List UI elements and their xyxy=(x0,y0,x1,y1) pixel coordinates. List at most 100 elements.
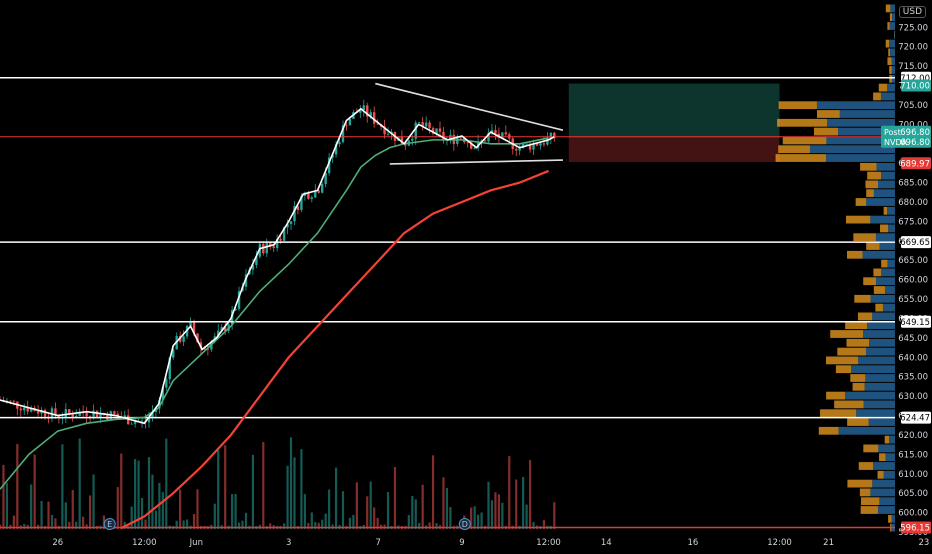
candle-body xyxy=(428,123,430,129)
volume-bar xyxy=(117,487,119,529)
profile-bar-up xyxy=(826,154,895,162)
volume-profile xyxy=(776,5,895,532)
profile-bar-down xyxy=(861,497,879,505)
profile-bar-down xyxy=(778,145,810,153)
profile-bar-up xyxy=(887,207,895,215)
profile-bar-up xyxy=(845,392,895,400)
volume-bar xyxy=(311,512,313,529)
profile-bar-up xyxy=(873,462,895,470)
volume-bar xyxy=(494,492,496,529)
volume-bar xyxy=(214,504,216,529)
volume-bar xyxy=(120,454,122,529)
volume-bar xyxy=(179,490,181,529)
candle-body xyxy=(44,410,46,417)
price-tag-value: 669.65 xyxy=(900,238,930,248)
volume-bar xyxy=(141,498,143,529)
candle-body xyxy=(9,401,11,402)
volume-bar xyxy=(16,444,18,529)
x-tick-label: 3 xyxy=(286,538,291,548)
y-tick-label: 600.00 xyxy=(898,509,928,519)
profile-bar-up xyxy=(839,427,895,435)
profile-bar-up xyxy=(884,471,895,479)
event-label: E xyxy=(107,520,112,529)
profile-bar-down xyxy=(867,172,881,180)
currency-badge[interactable]: USD xyxy=(899,6,926,18)
volume-bar xyxy=(72,490,74,529)
candle-body xyxy=(345,125,347,126)
profile-bar-down xyxy=(859,462,873,470)
volume-bar xyxy=(356,482,358,529)
volume-bar xyxy=(47,502,49,529)
profile-bar-down xyxy=(887,57,891,65)
price-tag-value: 710.00 xyxy=(900,82,930,92)
price-tag-value: 649.15 xyxy=(900,318,930,328)
volume-bars xyxy=(0,437,555,529)
profile-bar-up xyxy=(889,436,895,444)
x-tick-label: 9 xyxy=(459,538,464,548)
x-tick-label: 12:00 xyxy=(536,538,561,548)
candle-body xyxy=(321,184,323,193)
profile-bar-up xyxy=(885,286,895,294)
profile-bar-up xyxy=(878,506,895,514)
candle-body xyxy=(290,221,292,224)
profile-bar-down xyxy=(889,75,892,83)
volume-bar xyxy=(286,466,288,529)
candle-body xyxy=(411,139,413,141)
moving-averages xyxy=(0,109,554,528)
y-tick-label: 685.00 xyxy=(898,179,928,189)
candle-body xyxy=(165,379,167,387)
profile-bar-down xyxy=(861,506,878,514)
candle-body xyxy=(543,143,545,144)
volume-bar xyxy=(217,450,219,529)
position-zones xyxy=(569,84,780,162)
y-tick-label: 705.00 xyxy=(898,101,928,111)
trendline xyxy=(375,84,563,131)
trendlines[interactable] xyxy=(375,84,563,164)
volume-bar xyxy=(2,465,4,529)
profile-bar-down xyxy=(826,357,858,365)
profile-bar-down xyxy=(777,119,827,127)
profile-bar-up xyxy=(892,515,895,523)
volume-bar xyxy=(61,444,63,529)
profile-bar-down xyxy=(853,233,876,241)
price-axis[interactable]: 725.00720.00715.00710.00705.00700.00695.… xyxy=(898,23,928,538)
profile-bar-down xyxy=(885,436,889,444)
candle-body xyxy=(515,149,517,151)
volume-bar xyxy=(224,445,226,529)
volume-bar xyxy=(151,475,153,529)
profile-bar-down xyxy=(866,242,879,250)
profile-bar-down xyxy=(888,49,890,57)
volume-bar xyxy=(293,457,295,529)
candle-body xyxy=(279,239,281,241)
candle-body xyxy=(65,409,67,418)
x-tick-label: 16 xyxy=(687,538,698,548)
volume-bar xyxy=(342,491,344,529)
volume-bar xyxy=(529,460,531,529)
y-tick-label: 640.00 xyxy=(898,353,928,363)
trendline xyxy=(390,160,563,164)
x-tick-label: 12:00 xyxy=(132,538,157,548)
volume-bar xyxy=(394,467,396,529)
volume-bar xyxy=(65,502,67,529)
volume-bar xyxy=(373,507,375,529)
profile-bar-up xyxy=(876,277,895,285)
loss-zone xyxy=(569,138,780,162)
profile-bar-up xyxy=(869,418,895,426)
profile-bar-down xyxy=(878,471,884,479)
profile-bar-down xyxy=(817,110,840,118)
candle-body xyxy=(387,134,389,135)
volume-bar xyxy=(370,481,372,529)
candle-body xyxy=(266,243,268,253)
volume-bar xyxy=(155,511,157,529)
profile-bar-up xyxy=(817,101,895,109)
profile-bar-up xyxy=(892,75,895,83)
x-tick-label: 14 xyxy=(601,538,612,548)
volume-bar xyxy=(508,456,510,529)
profile-bar-down xyxy=(879,84,887,92)
profile-bar-up xyxy=(863,251,895,259)
volume-bar xyxy=(422,485,424,529)
volume-bar xyxy=(498,494,500,529)
